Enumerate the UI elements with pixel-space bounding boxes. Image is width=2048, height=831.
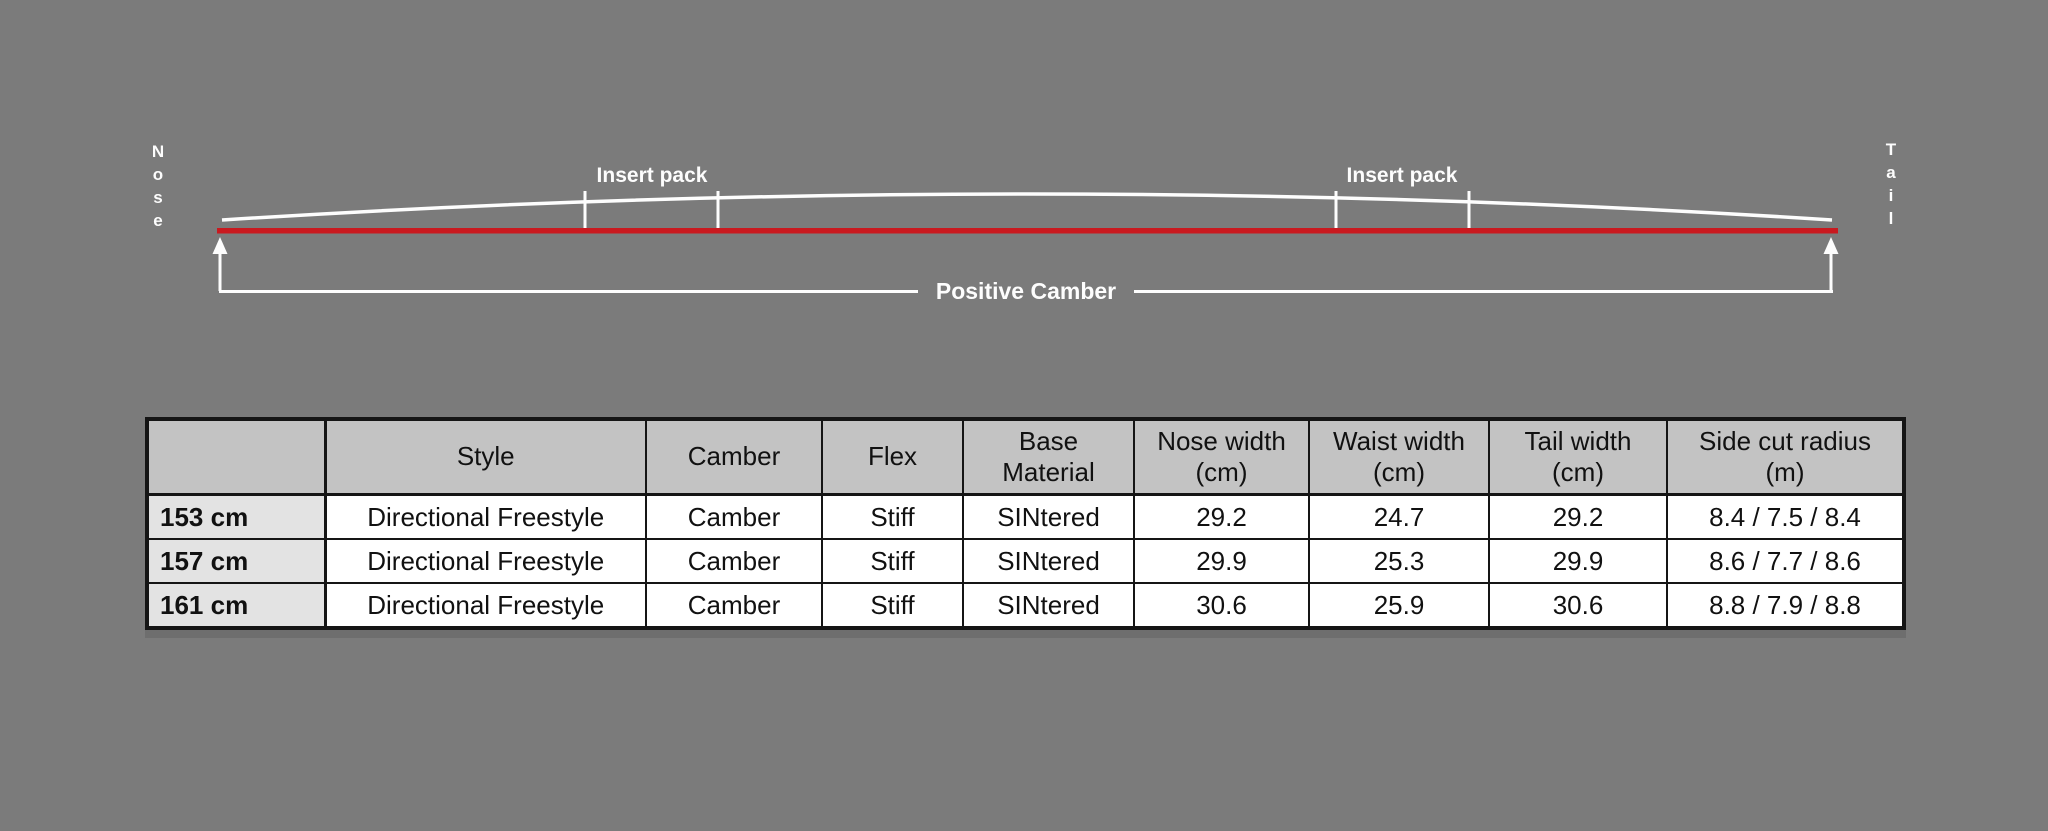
- base-line: [217, 228, 1838, 234]
- size-cell: 161 cm: [146, 582, 327, 629]
- flex-cell: Stiff: [821, 538, 964, 584]
- size-cell: 157 cm: [146, 538, 327, 584]
- tail-width-cell: 29.9: [1488, 538, 1668, 584]
- waist-width-cell: 25.9: [1308, 582, 1490, 629]
- table-row-161: 161 cm Directional Freestyle Camber Stif…: [146, 582, 1905, 629]
- tail-width-cell: 29.2: [1488, 493, 1668, 540]
- base-material-cell: SINtered: [962, 582, 1135, 629]
- header-cell-camber: Camber: [645, 418, 823, 496]
- nose-width-cell: 30.6: [1133, 582, 1310, 629]
- camber-arrow-right-head: [1823, 237, 1839, 254]
- waist-width-cell: 24.7: [1308, 493, 1490, 540]
- style-cell: Directional Freestyle: [324, 582, 647, 629]
- base-material-cell: SINtered: [962, 538, 1135, 584]
- header-cell-size: [146, 418, 327, 496]
- positive-camber-label: Positive Camber: [935, 278, 1117, 304]
- header-cell-style: Style: [324, 418, 647, 496]
- insert-pack-label-left: Insert pack: [596, 164, 708, 187]
- dimension-line-right-segment: [1134, 290, 1833, 293]
- style-cell: Directional Freestyle: [324, 493, 647, 540]
- sidecut-radius-cell: 8.6 / 7.7 / 8.6: [1666, 538, 1905, 584]
- insert-pack-label-right: Insert pack: [1346, 164, 1458, 187]
- camber-cell: Camber: [645, 538, 823, 584]
- tail-width-cell: 30.6: [1488, 582, 1668, 629]
- camber-cell: Camber: [645, 493, 823, 540]
- sidecut-radius-cell: 8.4 / 7.5 / 8.4: [1666, 493, 1905, 540]
- sidecut-radius-cell: 8.8 / 7.9 / 8.8: [1666, 582, 1905, 629]
- dimension-line-left-segment: [219, 290, 918, 293]
- nose-width-cell: 29.2: [1133, 493, 1310, 540]
- waist-width-cell: 25.3: [1308, 538, 1490, 584]
- spec-table: Style Camber Flex Base Material Nose wid…: [145, 417, 1906, 630]
- header-cell-waist-width: Waist width (cm): [1308, 418, 1490, 496]
- size-cell: 153 cm: [146, 493, 327, 540]
- camber-curve-line: [221, 192, 1833, 222]
- nose-width-cell: 29.9: [1133, 538, 1310, 584]
- header-cell-tail-width: Tail width (cm): [1488, 418, 1668, 496]
- flex-cell: Stiff: [821, 582, 964, 629]
- header-cell-flex: Flex: [821, 418, 964, 496]
- camber-cell: Camber: [645, 582, 823, 629]
- base-material-cell: SINtered: [962, 493, 1135, 540]
- header-cell-sidecut-radius: Side cut radius (m): [1666, 418, 1905, 496]
- style-cell: Directional Freestyle: [324, 538, 647, 584]
- flex-cell: Stiff: [821, 493, 964, 540]
- spec-table-header-row: Style Camber Flex Base Material Nose wid…: [146, 418, 1905, 496]
- header-cell-nose-width: Nose width (cm): [1133, 418, 1310, 496]
- table-row-157: 157 cm Directional Freestyle Camber Stif…: [146, 538, 1905, 584]
- table-row-153: 153 cm Directional Freestyle Camber Stif…: [146, 493, 1905, 540]
- positive-camber-dimension: Positive Camber: [219, 278, 1833, 304]
- camber-arrow-left-head: [212, 237, 228, 254]
- header-cell-base-material: Base Material: [962, 418, 1135, 496]
